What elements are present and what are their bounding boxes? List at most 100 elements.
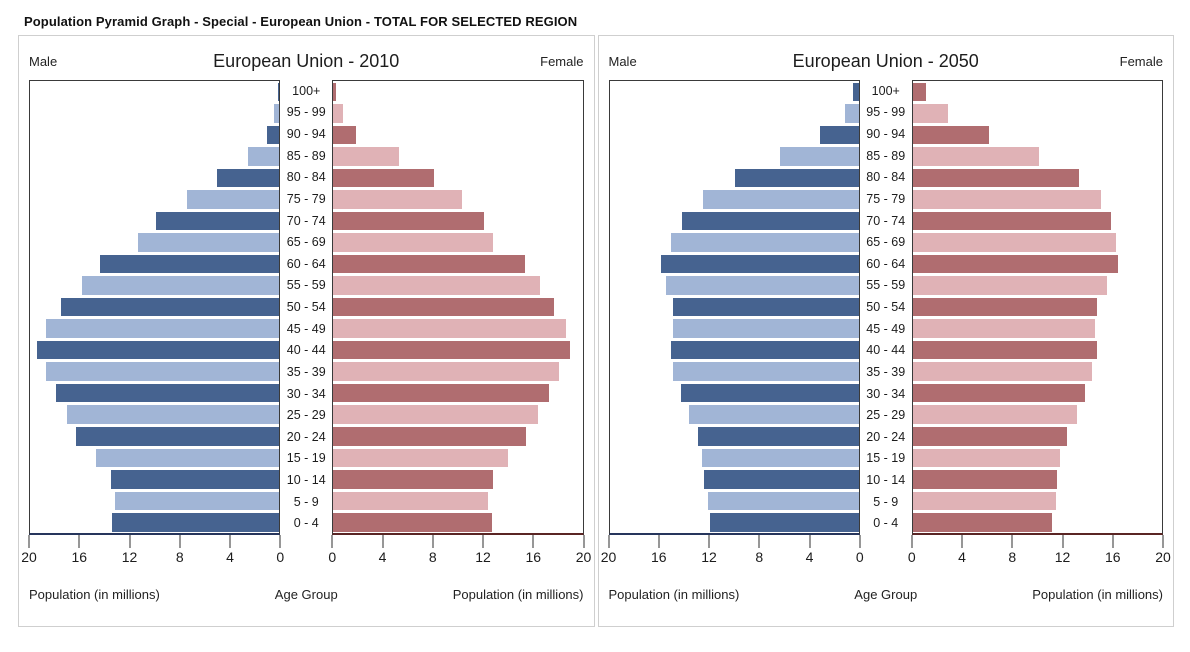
charts-row: Male European Union - 2010 Female 20 16 12… bbox=[18, 35, 1174, 627]
axis-tick-mark bbox=[179, 535, 181, 548]
female-bar-row bbox=[333, 469, 582, 491]
male-bar bbox=[673, 362, 859, 381]
female-bar bbox=[912, 190, 1101, 209]
age-group-label: 50 - 54 bbox=[866, 300, 906, 315]
male-bar-row bbox=[30, 361, 280, 383]
male-bar-row bbox=[30, 426, 280, 448]
axis-tick-label: 8 bbox=[1008, 549, 1017, 565]
female-bar bbox=[912, 340, 1098, 360]
male-bar-row bbox=[610, 81, 859, 103]
male-bar bbox=[681, 211, 859, 231]
male-bar-row bbox=[30, 189, 280, 211]
axis-tick-mark bbox=[28, 535, 30, 548]
age-group-label: 15 - 19 bbox=[866, 451, 906, 466]
female-bar-row bbox=[912, 167, 1162, 189]
female-bar bbox=[333, 254, 526, 274]
male-bar-row bbox=[610, 404, 859, 426]
female-bar-row bbox=[333, 124, 582, 146]
age-group-label: 5 - 9 bbox=[293, 494, 319, 509]
age-group-label: 45 - 49 bbox=[866, 321, 906, 336]
male-bar-row bbox=[30, 167, 280, 189]
female-bar bbox=[912, 427, 1068, 446]
axis-tick-mark bbox=[331, 535, 333, 548]
female-bar-row bbox=[333, 426, 582, 448]
male-bar-row bbox=[30, 490, 280, 512]
axis-tick-mark bbox=[482, 535, 484, 548]
axis-tick-mark bbox=[859, 535, 861, 548]
axis-tick-mark bbox=[229, 535, 231, 548]
female-bar-row bbox=[912, 210, 1162, 232]
axis-tick-label: 20 bbox=[1155, 549, 1171, 565]
axis-tick-label: 0 bbox=[855, 549, 864, 565]
male-bar-row bbox=[610, 189, 859, 211]
female-bar-row bbox=[912, 469, 1162, 491]
male-bar-row bbox=[610, 469, 859, 491]
male-bar bbox=[702, 190, 859, 209]
male-bar bbox=[701, 448, 859, 468]
age-column: 100+ 95 - 99 90 - 94 85 - 89 80 - 84 75 - 79 7… bbox=[280, 80, 333, 569]
age-group-label: 25 - 29 bbox=[286, 408, 326, 423]
male-axis-ticks: 20 16 12 8 4 0 bbox=[21, 535, 284, 569]
male-bar bbox=[216, 168, 280, 188]
axis-captions: Population (in millions) Age Group Popul… bbox=[29, 587, 584, 602]
female-bars bbox=[333, 81, 582, 533]
age-group-label: 30 - 34 bbox=[286, 386, 326, 401]
axis-tick-label: 8 bbox=[175, 549, 184, 565]
axis-tick-mark bbox=[279, 535, 281, 548]
male-axis-caption: Population (in millions) bbox=[608, 587, 740, 602]
male-bar bbox=[660, 254, 859, 274]
female-bar bbox=[333, 190, 462, 209]
female-header-label: Female bbox=[1119, 53, 1163, 69]
male-bar bbox=[780, 147, 859, 166]
axis-tick-mark bbox=[382, 535, 383, 548]
female-bar-row bbox=[333, 103, 582, 125]
female-bar bbox=[912, 147, 1039, 166]
female-bar bbox=[333, 276, 541, 295]
female-bar-row bbox=[912, 146, 1162, 168]
female-bar-row bbox=[333, 146, 582, 168]
female-bar bbox=[333, 147, 400, 166]
male-bar-row bbox=[30, 512, 280, 534]
male-bar bbox=[46, 319, 280, 338]
chart-header: Male European Union - 2010 Female bbox=[29, 42, 584, 80]
female-header-label: Female bbox=[540, 53, 584, 69]
female-bar-row bbox=[333, 81, 582, 103]
male-bar-row bbox=[30, 469, 280, 491]
age-group-label: 95 - 99 bbox=[286, 105, 326, 120]
male-bars bbox=[30, 81, 280, 534]
female-bar bbox=[333, 513, 492, 532]
axis-tick-label: 4 bbox=[958, 549, 966, 565]
male-bar bbox=[99, 254, 280, 274]
male-bar bbox=[46, 362, 280, 381]
age-group-label: 65 - 69 bbox=[866, 235, 906, 250]
male-bar bbox=[820, 125, 859, 145]
female-bar bbox=[333, 82, 336, 102]
female-bar bbox=[912, 104, 948, 123]
axis-tick-label: 16 bbox=[650, 549, 667, 565]
page-title: Population Pyramid Graph - Special - Eur… bbox=[24, 14, 578, 29]
axis-tick-mark bbox=[129, 535, 130, 548]
female-bar bbox=[912, 82, 927, 102]
axis-tick-mark bbox=[432, 535, 434, 548]
female-bar bbox=[912, 125, 989, 145]
age-group-caption: Age Group bbox=[274, 587, 338, 602]
axis-tick-mark bbox=[1112, 535, 1114, 548]
female-bar bbox=[912, 470, 1058, 489]
axis-tick-mark bbox=[532, 535, 534, 548]
female-bar-row bbox=[912, 232, 1162, 254]
axis-tick-mark bbox=[809, 535, 810, 548]
male-bar-row bbox=[30, 146, 280, 168]
male-bar bbox=[697, 427, 859, 446]
axis-tick-label: 20 bbox=[575, 549, 592, 565]
female-bar-row bbox=[333, 382, 582, 404]
female-axis-caption: Population (in millions) bbox=[452, 587, 584, 602]
male-bar bbox=[673, 319, 859, 338]
age-group-label: 60 - 64 bbox=[866, 256, 906, 271]
female-bar-row bbox=[333, 232, 582, 254]
axis-tick-label: 12 bbox=[701, 549, 717, 565]
male-bar bbox=[96, 448, 280, 468]
age-group-label: 45 - 49 bbox=[286, 321, 326, 336]
male-bar-row bbox=[30, 339, 280, 361]
male-panel-wrap: 20 16 12 8 4 0 bbox=[601, 80, 864, 569]
female-panel bbox=[911, 80, 1163, 535]
